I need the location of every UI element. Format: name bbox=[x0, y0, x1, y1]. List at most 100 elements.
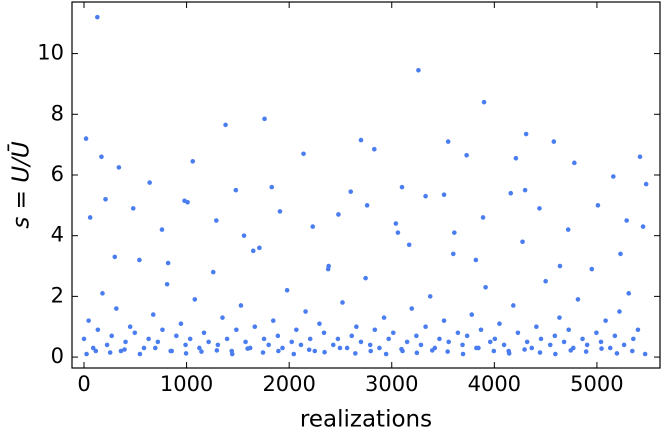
point bbox=[95, 327, 101, 333]
point bbox=[416, 67, 421, 73]
point bbox=[185, 199, 190, 205]
point bbox=[358, 137, 364, 143]
point bbox=[551, 139, 557, 144]
point bbox=[109, 333, 114, 339]
point bbox=[229, 351, 235, 357]
point bbox=[275, 333, 281, 339]
point bbox=[446, 339, 451, 345]
point bbox=[183, 342, 188, 348]
point bbox=[364, 203, 370, 208]
point bbox=[429, 348, 435, 353]
point bbox=[301, 151, 306, 157]
point bbox=[340, 300, 345, 305]
point bbox=[164, 281, 170, 287]
point bbox=[423, 193, 428, 199]
point bbox=[289, 339, 295, 345]
point bbox=[344, 345, 350, 351]
point bbox=[312, 348, 318, 354]
point bbox=[90, 345, 96, 351]
point bbox=[595, 203, 601, 208]
point bbox=[160, 327, 165, 333]
point bbox=[220, 315, 225, 320]
point bbox=[322, 349, 327, 355]
point bbox=[452, 230, 457, 235]
point bbox=[83, 136, 89, 141]
point bbox=[187, 336, 193, 342]
point bbox=[269, 184, 275, 190]
x-tick-label: 1000 bbox=[160, 372, 213, 396]
point bbox=[522, 347, 527, 352]
point bbox=[497, 321, 502, 326]
point bbox=[168, 348, 173, 354]
point bbox=[310, 224, 316, 229]
point bbox=[95, 14, 100, 20]
point bbox=[130, 206, 136, 211]
point bbox=[260, 350, 266, 355]
point bbox=[215, 342, 221, 348]
point bbox=[99, 154, 104, 160]
point bbox=[473, 257, 479, 263]
point bbox=[450, 251, 456, 257]
point bbox=[478, 327, 484, 333]
point bbox=[174, 333, 179, 339]
point bbox=[409, 306, 415, 311]
point bbox=[529, 345, 535, 351]
point bbox=[565, 227, 571, 232]
point bbox=[294, 327, 299, 333]
point bbox=[642, 351, 648, 357]
point bbox=[325, 266, 331, 272]
point bbox=[611, 174, 616, 179]
point bbox=[621, 342, 627, 348]
point bbox=[114, 306, 119, 311]
point bbox=[330, 342, 336, 348]
y-tick-label: 0 bbox=[51, 344, 64, 368]
point bbox=[445, 139, 451, 144]
point bbox=[266, 342, 271, 348]
point bbox=[132, 330, 138, 336]
point bbox=[598, 339, 604, 345]
point bbox=[561, 339, 567, 345]
point bbox=[270, 318, 276, 323]
point bbox=[492, 336, 498, 342]
plot-frame bbox=[71, 1, 661, 369]
point bbox=[81, 336, 87, 342]
point bbox=[423, 324, 428, 330]
point bbox=[553, 351, 558, 357]
point bbox=[515, 330, 521, 336]
point bbox=[103, 196, 108, 202]
point bbox=[201, 330, 207, 336]
point bbox=[491, 348, 497, 354]
point bbox=[557, 263, 563, 269]
point bbox=[631, 336, 636, 342]
point bbox=[317, 321, 322, 326]
y-tick-label: 10 bbox=[37, 41, 64, 65]
point bbox=[635, 327, 641, 333]
x-tick-label: 3000 bbox=[365, 372, 418, 396]
point bbox=[537, 350, 543, 355]
point bbox=[118, 348, 124, 354]
point bbox=[122, 347, 127, 352]
point bbox=[506, 351, 512, 356]
point bbox=[617, 309, 622, 314]
point bbox=[137, 257, 142, 263]
point bbox=[469, 312, 475, 317]
point bbox=[262, 116, 267, 122]
point bbox=[104, 342, 110, 348]
point bbox=[261, 336, 267, 342]
point bbox=[306, 347, 312, 353]
point bbox=[372, 146, 377, 152]
point bbox=[335, 336, 341, 342]
point bbox=[568, 348, 574, 353]
point bbox=[348, 189, 354, 194]
point bbox=[386, 336, 391, 342]
x-tick-label: 0 bbox=[77, 372, 90, 396]
point bbox=[566, 327, 572, 333]
point bbox=[520, 239, 525, 245]
point bbox=[427, 294, 433, 299]
point bbox=[190, 159, 196, 164]
point bbox=[257, 245, 262, 251]
point bbox=[508, 190, 514, 196]
point bbox=[406, 242, 412, 248]
point bbox=[307, 336, 313, 342]
